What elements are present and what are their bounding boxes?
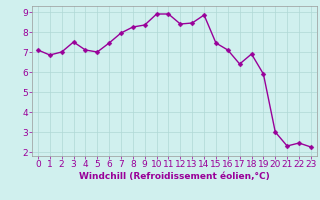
X-axis label: Windchill (Refroidissement éolien,°C): Windchill (Refroidissement éolien,°C) <box>79 172 270 181</box>
